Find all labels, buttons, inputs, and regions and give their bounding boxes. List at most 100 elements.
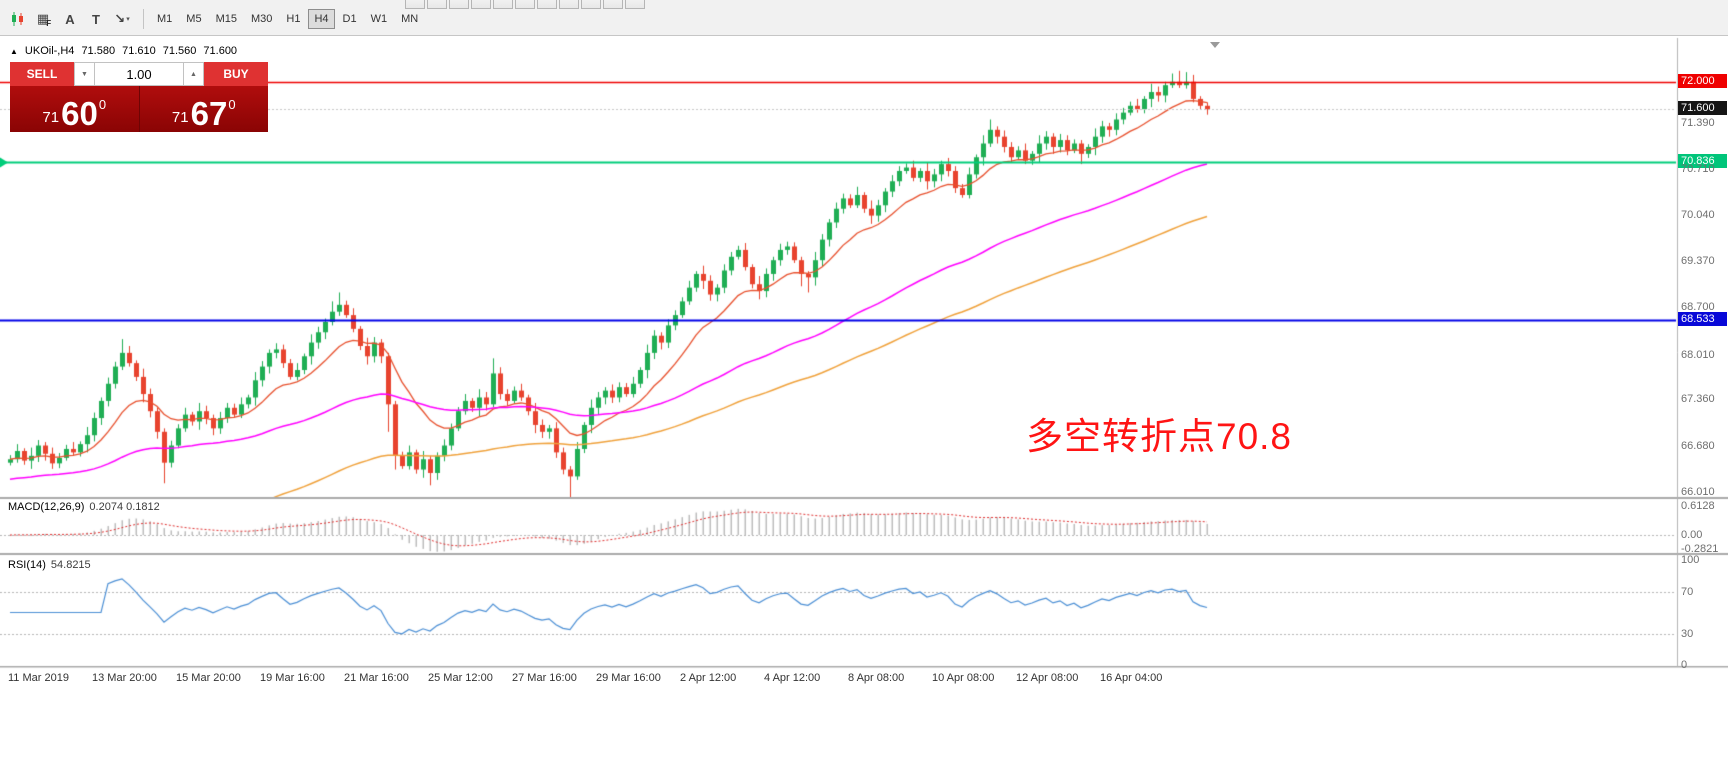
time-label: 21 Mar 16:00 — [344, 672, 409, 684]
time-label: 19 Mar 16:00 — [260, 672, 325, 684]
price-badge-68.533: 68.533 — [1678, 311, 1727, 326]
toolbar-cut-icon[interactable] — [427, 0, 447, 9]
toolbar-cut-icon[interactable] — [559, 0, 579, 9]
sell-price-head: 71 — [42, 109, 60, 126]
price-label-70.040: 70.040 — [1681, 209, 1715, 222]
rsi-scale-100: 100 — [1681, 554, 1700, 566]
chart-ohlc-header: ▲ UKOil-,H4 71.580 71.610 71.560 71.600 — [10, 45, 237, 57]
price-label-70.710: 70.710 — [1681, 163, 1715, 176]
text-label-icon[interactable]: A — [65, 11, 75, 27]
toolbar-left-icons: ▦ F A T ↘ ▾ — [6, 8, 136, 30]
ohlc-open: 71.580 — [81, 45, 116, 57]
toolbar-main-row: ▦ F A T ↘ ▾ M1 M5 M15 M30 H1 H4 D1 W1 MN — [0, 6, 426, 32]
sell-price-main: 60 — [61, 94, 98, 132]
toolbar-cut-icon[interactable] — [625, 0, 645, 9]
rsi-scale-30: 30 — [1681, 627, 1694, 640]
price-badge-70.836: 70.836 — [1678, 153, 1727, 168]
arrow-tools-icon[interactable]: ↘ ▾ — [114, 11, 130, 26]
toolbar-cut-icon[interactable] — [471, 0, 491, 9]
price-label-66.680: 66.680 — [1681, 439, 1715, 452]
rsi-scale-0: 0 — [1681, 659, 1688, 671]
time-label: 11 Mar 2019 — [8, 672, 69, 684]
one-click-trade-panel: SELL ▼ 1.00 ▲ BUY 71 60 0 71 67 0 — [10, 62, 268, 132]
macd-name: MACD(12,26,9) — [8, 501, 85, 513]
time-label: 13 Mar 20:00 — [92, 672, 157, 684]
toolbar-overflow-row — [405, 0, 645, 9]
timeframe-m5[interactable]: M5 — [186, 13, 202, 25]
time-label: 2 Apr 12:00 — [680, 672, 737, 684]
rsi-name: RSI(14) — [8, 559, 46, 571]
toolbar-cut-icon[interactable] — [493, 0, 513, 9]
macd-indicator-label: MACD(12,26,9) 0.2074 0.1812 — [8, 501, 160, 513]
macd-scale-0.6128: 0.6128 — [1681, 499, 1715, 512]
buy-price[interactable]: 71 67 0 — [139, 86, 268, 132]
timeframe-h4[interactable]: H4 — [308, 9, 335, 29]
price-scale[interactable]: 72.000 71.600 71.390 70.836 70.710 70.040 69.3… — [1678, 38, 1728, 668]
collapse-trade-panel-icon[interactable]: ▲ — [10, 46, 18, 56]
chart-annotation-text: 多空转折点70.8 — [1026, 416, 1293, 457]
macd-values: 0.2074 0.1812 — [89, 501, 160, 513]
time-label: 4 Apr 12:00 — [764, 672, 821, 684]
candlestick-chart-icon[interactable] — [6, 8, 30, 30]
time-label: 12 Apr 08:00 — [1016, 672, 1079, 684]
toolbar-cut-icon[interactable] — [515, 0, 535, 9]
price-label-68.010: 68.010 — [1681, 348, 1715, 361]
buy-button[interactable]: BUY — [204, 62, 268, 86]
toolbar-cut-icon[interactable] — [405, 0, 425, 9]
timeframe-m15[interactable]: M15 — [215, 13, 237, 25]
timeframe-mn[interactable]: MN — [401, 13, 419, 25]
buy-price-head: 71 — [171, 109, 189, 126]
ohlc-high: 71.610 — [122, 45, 156, 57]
time-label: 27 Mar 16:00 — [512, 672, 577, 684]
toolbar-cut-icon[interactable] — [449, 0, 469, 9]
time-label: 10 Apr 08:00 — [932, 672, 995, 684]
trade-buttons-row: SELL ▼ 1.00 ▲ BUY — [10, 62, 268, 86]
time-label: 8 Apr 08:00 — [848, 672, 905, 684]
grid-snap-icon[interactable]: ▦ F — [36, 11, 52, 28]
buy-price-main: 67 — [190, 94, 228, 132]
toolbar-separator — [143, 9, 144, 29]
price-badge-71.600: 71.600 — [1678, 101, 1727, 116]
time-label: 15 Mar 20:00 — [176, 672, 241, 684]
buy-price-sup: 0 — [228, 97, 236, 112]
macd-scale-0.00: 0.00 — [1681, 529, 1703, 541]
volume-down-spinner[interactable]: ▼ — [74, 62, 95, 86]
time-axis[interactable]: 11 Mar 2019 13 Mar 20:00 15 Mar 20:00 19 Ma… — [0, 672, 1676, 688]
ohlc-low: 71.560 — [162, 45, 197, 57]
symbol-label: UKOil-,H4 — [24, 45, 75, 57]
rsi-value: 54.8215 — [50, 559, 91, 571]
price-label-71.390: 71.390 — [1681, 116, 1715, 129]
sell-price[interactable]: 71 60 0 — [10, 86, 139, 132]
price-label-69.370: 69.370 — [1681, 255, 1715, 268]
chart-shift-marker[interactable] — [1210, 42, 1220, 48]
timeframe-d1[interactable]: D1 — [342, 13, 357, 25]
rsi-scale-70: 70 — [1681, 585, 1694, 598]
timeframe-h1[interactable]: H1 — [286, 13, 301, 25]
sell-price-sup: 0 — [98, 97, 107, 112]
toolbar-cut-icon[interactable] — [537, 0, 557, 9]
timeframe-m1[interactable]: M1 — [157, 13, 173, 25]
rsi-indicator-label: RSI(14) 54.8215 — [8, 559, 91, 571]
volume-up-spinner[interactable]: ▲ — [183, 62, 204, 86]
trade-prices-row: 71 60 0 71 67 0 — [10, 86, 268, 132]
price-label-68.700: 68.700 — [1681, 301, 1715, 314]
price-label-66.010: 66.010 — [1681, 485, 1715, 498]
price-label-67.360: 67.360 — [1681, 393, 1715, 406]
price-badge-72.000: 72.000 — [1678, 73, 1727, 88]
volume-input[interactable]: 1.00 — [95, 62, 183, 86]
toolbar-cut-icon[interactable] — [581, 0, 601, 9]
toolbar-cut-icon[interactable] — [603, 0, 623, 9]
time-label: 16 Apr 04:00 — [1100, 672, 1163, 684]
timeframe-w1[interactable]: W1 — [370, 13, 388, 25]
time-label: 29 Mar 16:00 — [596, 672, 661, 684]
timeframe-group: M1 M5 M15 M30 H1 H4 D1 W1 MN — [151, 9, 426, 29]
macd-scale--0.2821: -0.2821 — [1681, 542, 1719, 555]
sell-button[interactable]: SELL — [10, 62, 74, 86]
toolbar: ▦ F A T ↘ ▾ M1 M5 M15 M30 H1 H4 D1 W1 MN — [0, 0, 1728, 36]
ohlc-close: 71.600 — [203, 45, 238, 57]
text-box-icon[interactable]: T — [92, 11, 100, 27]
time-label: 25 Mar 12:00 — [428, 672, 493, 684]
timeframe-m30[interactable]: M30 — [250, 13, 273, 25]
